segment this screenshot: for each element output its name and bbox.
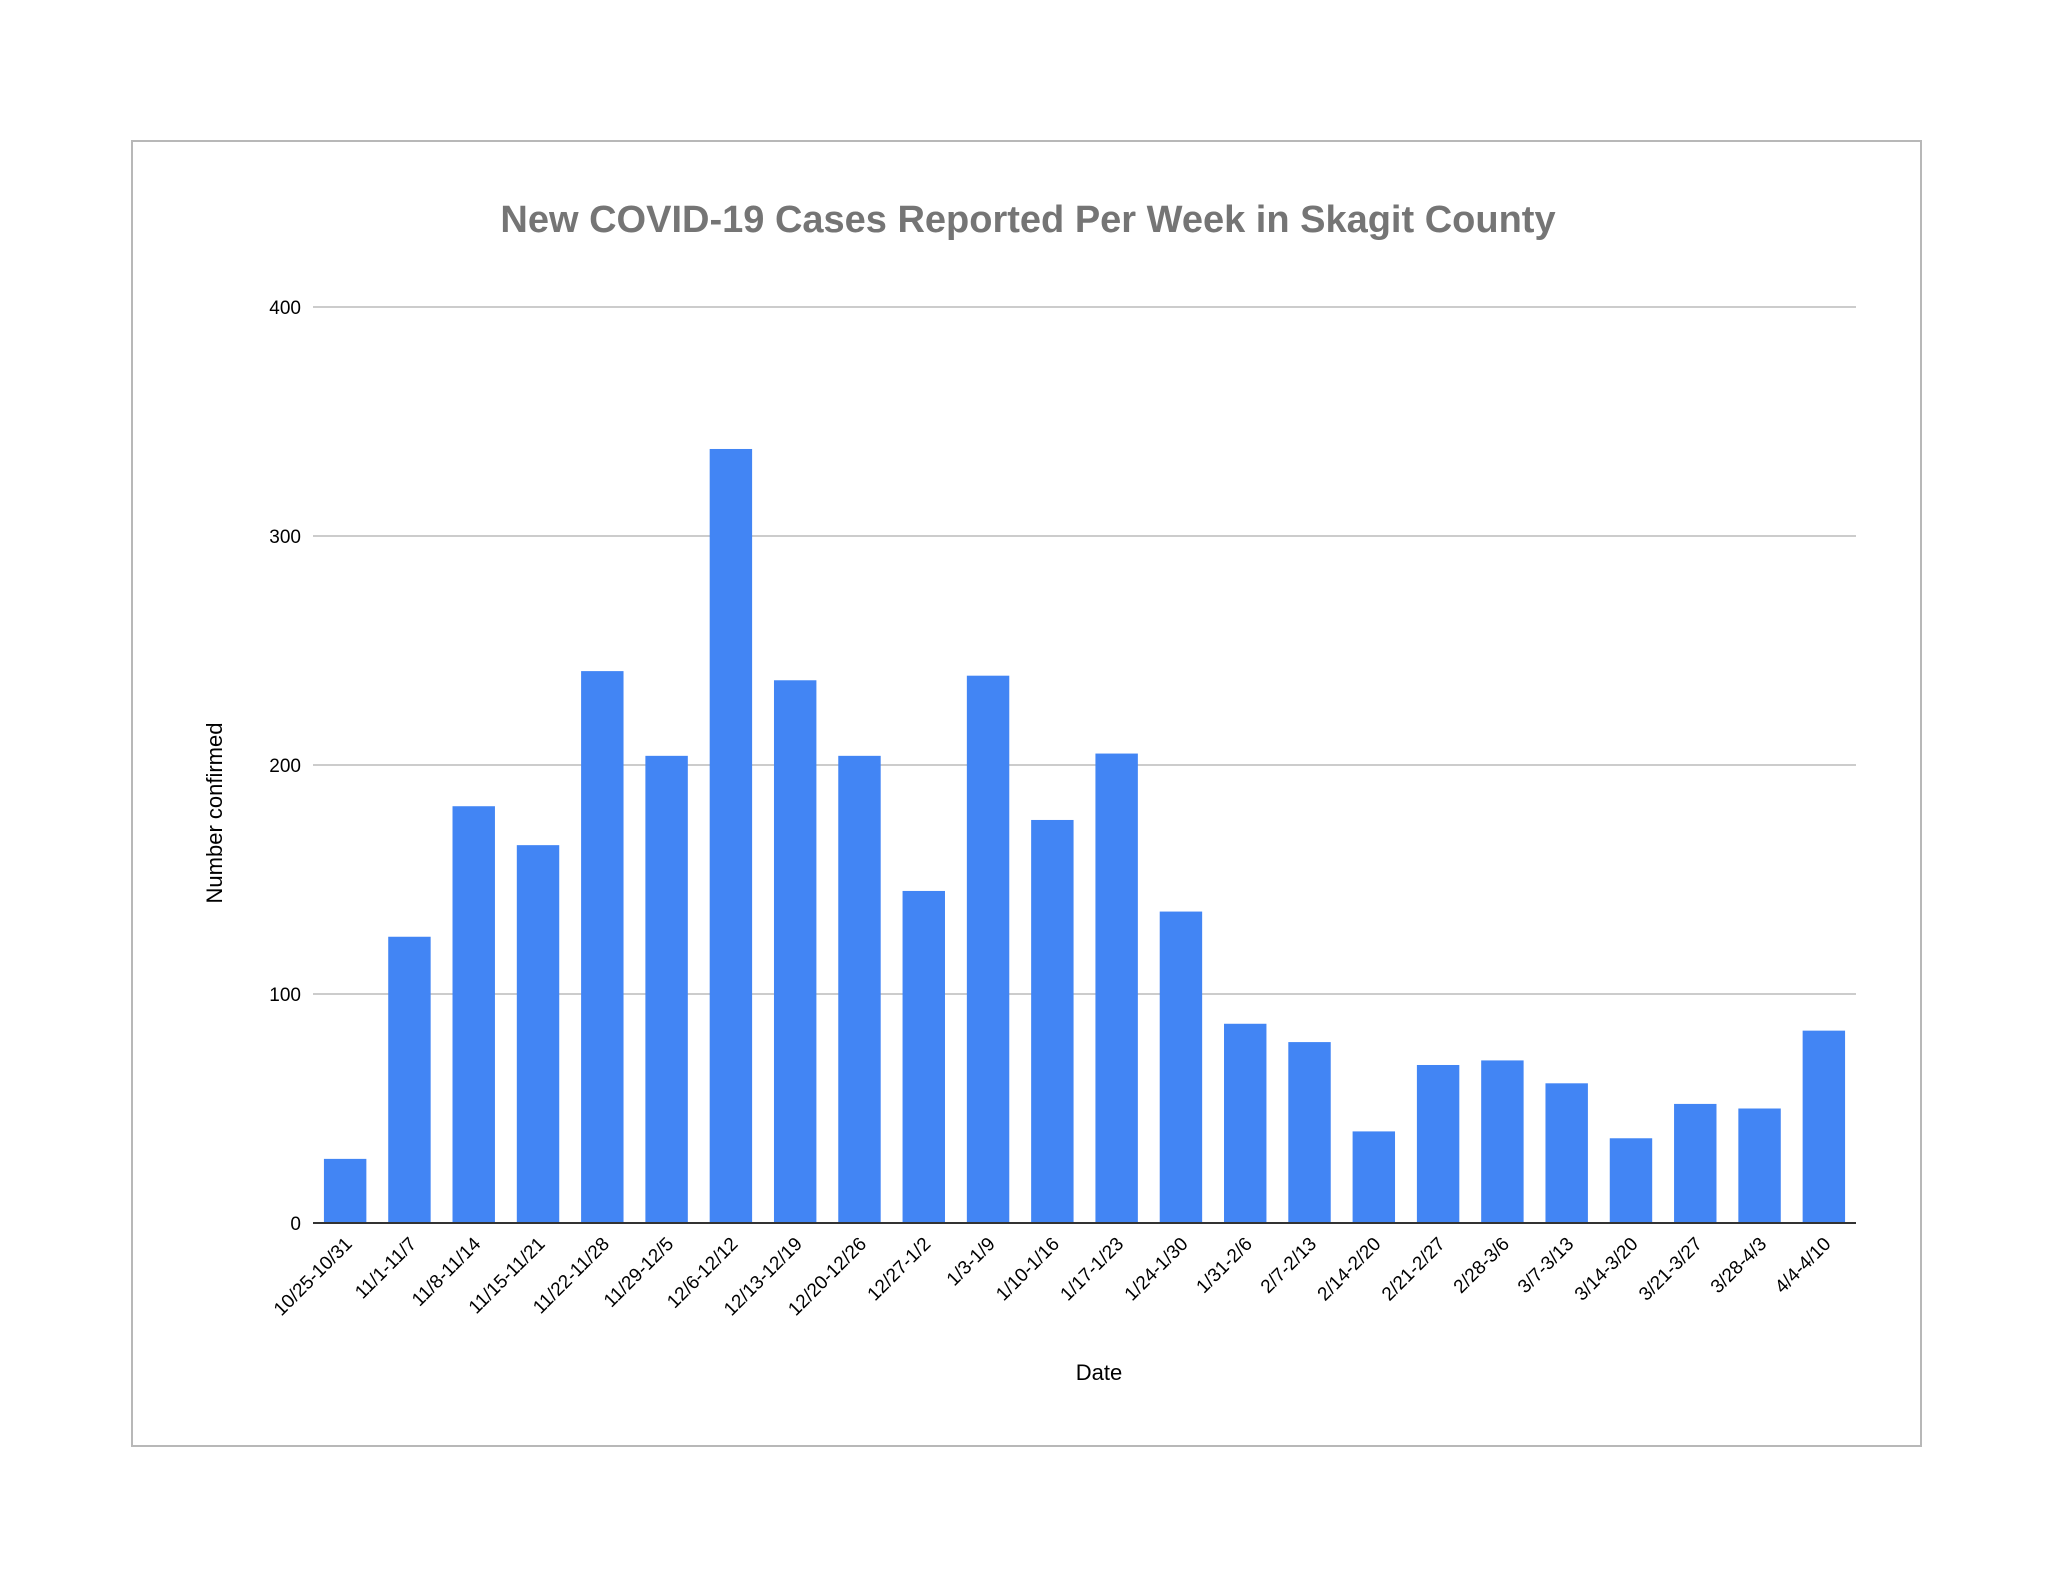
x-tick-label: 2/7-2/13 (1257, 1234, 1321, 1298)
x-tick-label: 3/28-4/3 (1707, 1234, 1771, 1298)
bar (645, 755, 688, 1223)
bar (1031, 819, 1074, 1223)
bar (452, 806, 495, 1223)
bar (1609, 1138, 1653, 1223)
bar (1545, 1083, 1588, 1223)
gridlines (313, 306, 1856, 995)
x-axis-ticks: 10/25-10/3111/1-11/711/8-11/1411/15-11/2… (270, 1233, 1835, 1320)
y-tick-label: 0 (290, 1214, 301, 1235)
bars (323, 448, 1846, 1224)
bar (838, 755, 881, 1223)
bar (516, 845, 560, 1223)
bar-chart: New COVID-19 Cases Reported Per Week in … (202, 199, 1856, 1385)
y-axis-title: Number confirmed (202, 723, 227, 904)
bar (709, 448, 753, 1224)
bar (1288, 1042, 1331, 1223)
bar (1352, 1131, 1396, 1223)
bar (1802, 1030, 1846, 1223)
bar (388, 936, 431, 1223)
x-tick-label: 2/21-2/27 (1378, 1234, 1450, 1306)
x-tick-label: 3/21-3/27 (1635, 1234, 1707, 1306)
bar (1159, 911, 1203, 1223)
bar (1224, 1023, 1267, 1223)
chart-title: New COVID-19 Cases Reported Per Week in … (500, 199, 1555, 241)
x-tick-label: 3/7-3/13 (1514, 1234, 1578, 1298)
x-tick-label: 2/28-3/6 (1450, 1234, 1514, 1298)
x-tick-label: 1/3-1/9 (943, 1234, 1000, 1291)
y-tick-label: 200 (269, 756, 301, 777)
bar (1095, 753, 1138, 1223)
bar (1481, 1060, 1524, 1223)
x-tick-label: 2/14-2/20 (1314, 1234, 1386, 1306)
x-tick-label: 10/25-10/31 (270, 1234, 357, 1321)
x-tick-label: 3/14-3/20 (1571, 1234, 1643, 1306)
bar (902, 890, 945, 1223)
bar (581, 671, 624, 1223)
bar (966, 675, 1010, 1223)
x-tick-label: 1/24-1/30 (1121, 1234, 1193, 1306)
x-axis-title: Date (1076, 1360, 1122, 1385)
x-tick-label: 1/10-1/16 (992, 1234, 1064, 1306)
chart-frame: New COVID-19 Cases Reported Per Week in … (131, 140, 1922, 1447)
x-tick-label: 1/31-2/6 (1193, 1234, 1257, 1298)
y-tick-label: 400 (269, 298, 301, 319)
bar (1674, 1103, 1717, 1223)
y-tick-label: 300 (269, 527, 301, 548)
x-tick-label: 4/4-4/10 (1771, 1234, 1835, 1298)
y-axis-ticks: 0 100 200 300 400 (269, 298, 301, 1235)
bar (1416, 1064, 1460, 1223)
bar (773, 680, 817, 1223)
bar (1738, 1108, 1781, 1223)
x-tick-label: 12/27-1/2 (864, 1234, 936, 1306)
x-tick-label: 1/17-1/23 (1057, 1234, 1129, 1306)
bar (323, 1158, 367, 1223)
y-tick-label: 100 (269, 985, 301, 1006)
